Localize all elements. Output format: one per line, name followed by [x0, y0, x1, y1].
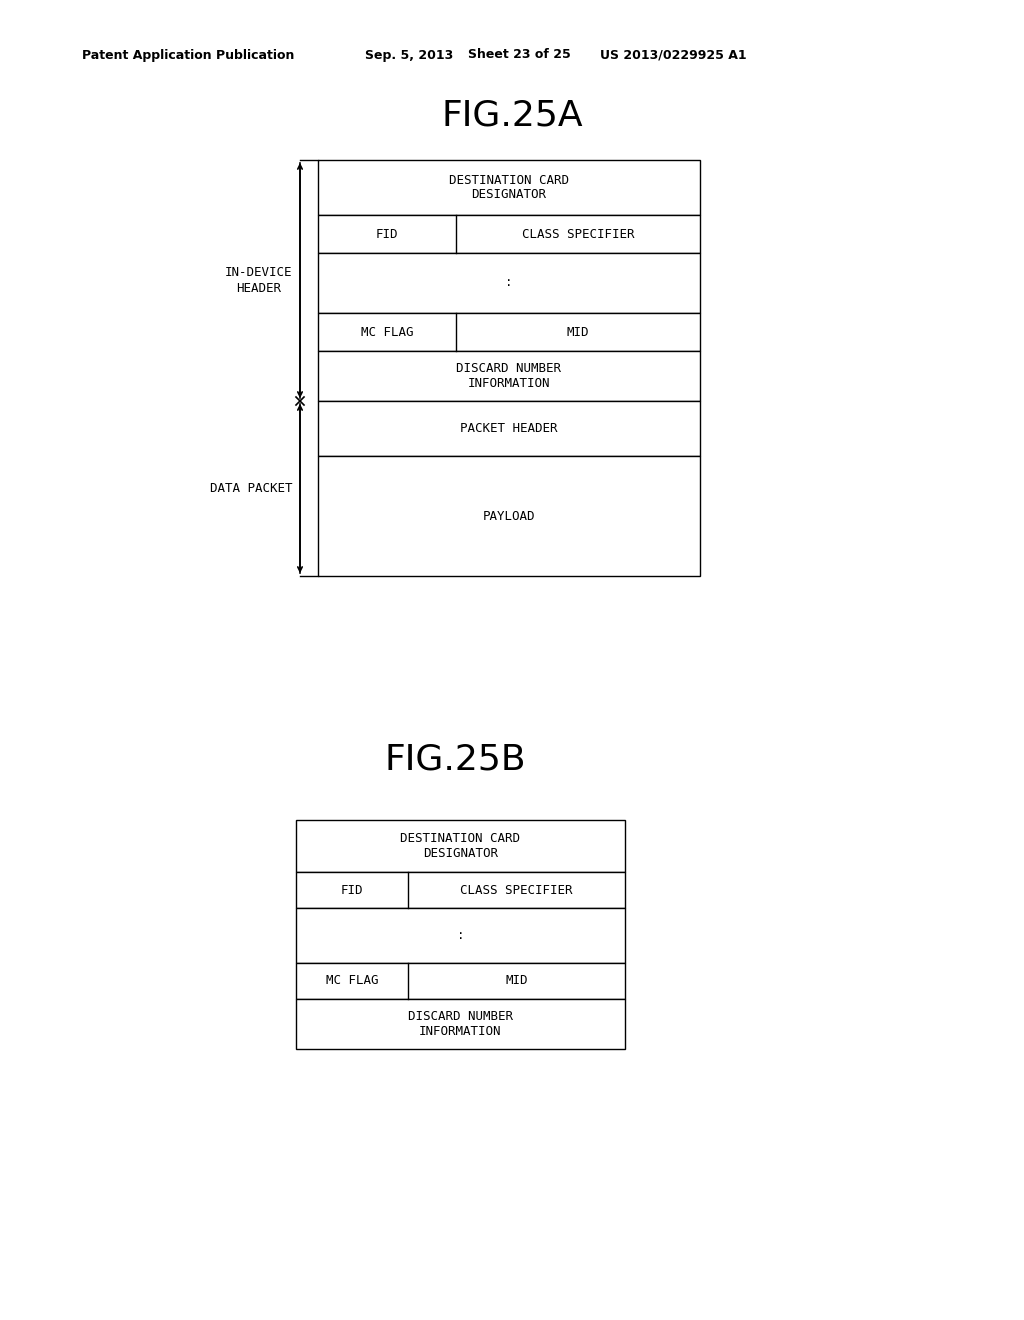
Text: :: : [457, 929, 464, 942]
Text: PAYLOAD: PAYLOAD [482, 510, 536, 523]
Text: :: : [505, 276, 513, 289]
Text: DESTINATION CARD
DESIGNATOR: DESTINATION CARD DESIGNATOR [400, 832, 520, 861]
Text: PACKET HEADER: PACKET HEADER [460, 422, 558, 436]
Text: MID: MID [505, 974, 527, 987]
Bar [296, 873, 625, 908]
Bar [318, 351, 700, 401]
Text: DISCARD NUMBER
INFORMATION: DISCARD NUMBER INFORMATION [408, 1010, 513, 1038]
Bar [296, 908, 625, 964]
Text: FID: FID [376, 227, 398, 240]
Text: US 2013/0229925 A1: US 2013/0229925 A1 [600, 49, 746, 62]
Text: FIG.25B: FIG.25B [384, 743, 525, 777]
Bar [318, 160, 700, 215]
Bar [318, 455, 700, 576]
Text: FID: FID [341, 883, 364, 896]
Text: MC FLAG: MC FLAG [360, 326, 413, 338]
Text: IN-DEVICE
HEADER: IN-DEVICE HEADER [224, 267, 292, 294]
Bar [296, 964, 625, 999]
Bar [296, 820, 625, 873]
Text: MC FLAG: MC FLAG [326, 974, 378, 987]
Bar [318, 401, 700, 455]
Text: CLASS SPECIFIER: CLASS SPECIFIER [521, 227, 634, 240]
Bar [318, 253, 700, 313]
Text: Patent Application Publication: Patent Application Publication [82, 49, 294, 62]
Text: MID: MID [566, 326, 589, 338]
Text: CLASS SPECIFIER: CLASS SPECIFIER [460, 883, 572, 896]
Bar [318, 215, 700, 253]
Bar [318, 313, 700, 351]
Text: FIG.25A: FIG.25A [441, 98, 583, 132]
Text: DISCARD NUMBER
INFORMATION: DISCARD NUMBER INFORMATION [457, 362, 561, 389]
Text: DATA PACKET: DATA PACKET [210, 482, 292, 495]
Bar [296, 999, 625, 1049]
Text: Sep. 5, 2013: Sep. 5, 2013 [365, 49, 454, 62]
Text: DESTINATION CARD
DESIGNATOR: DESTINATION CARD DESIGNATOR [449, 173, 569, 202]
Text: Sheet 23 of 25: Sheet 23 of 25 [468, 49, 570, 62]
